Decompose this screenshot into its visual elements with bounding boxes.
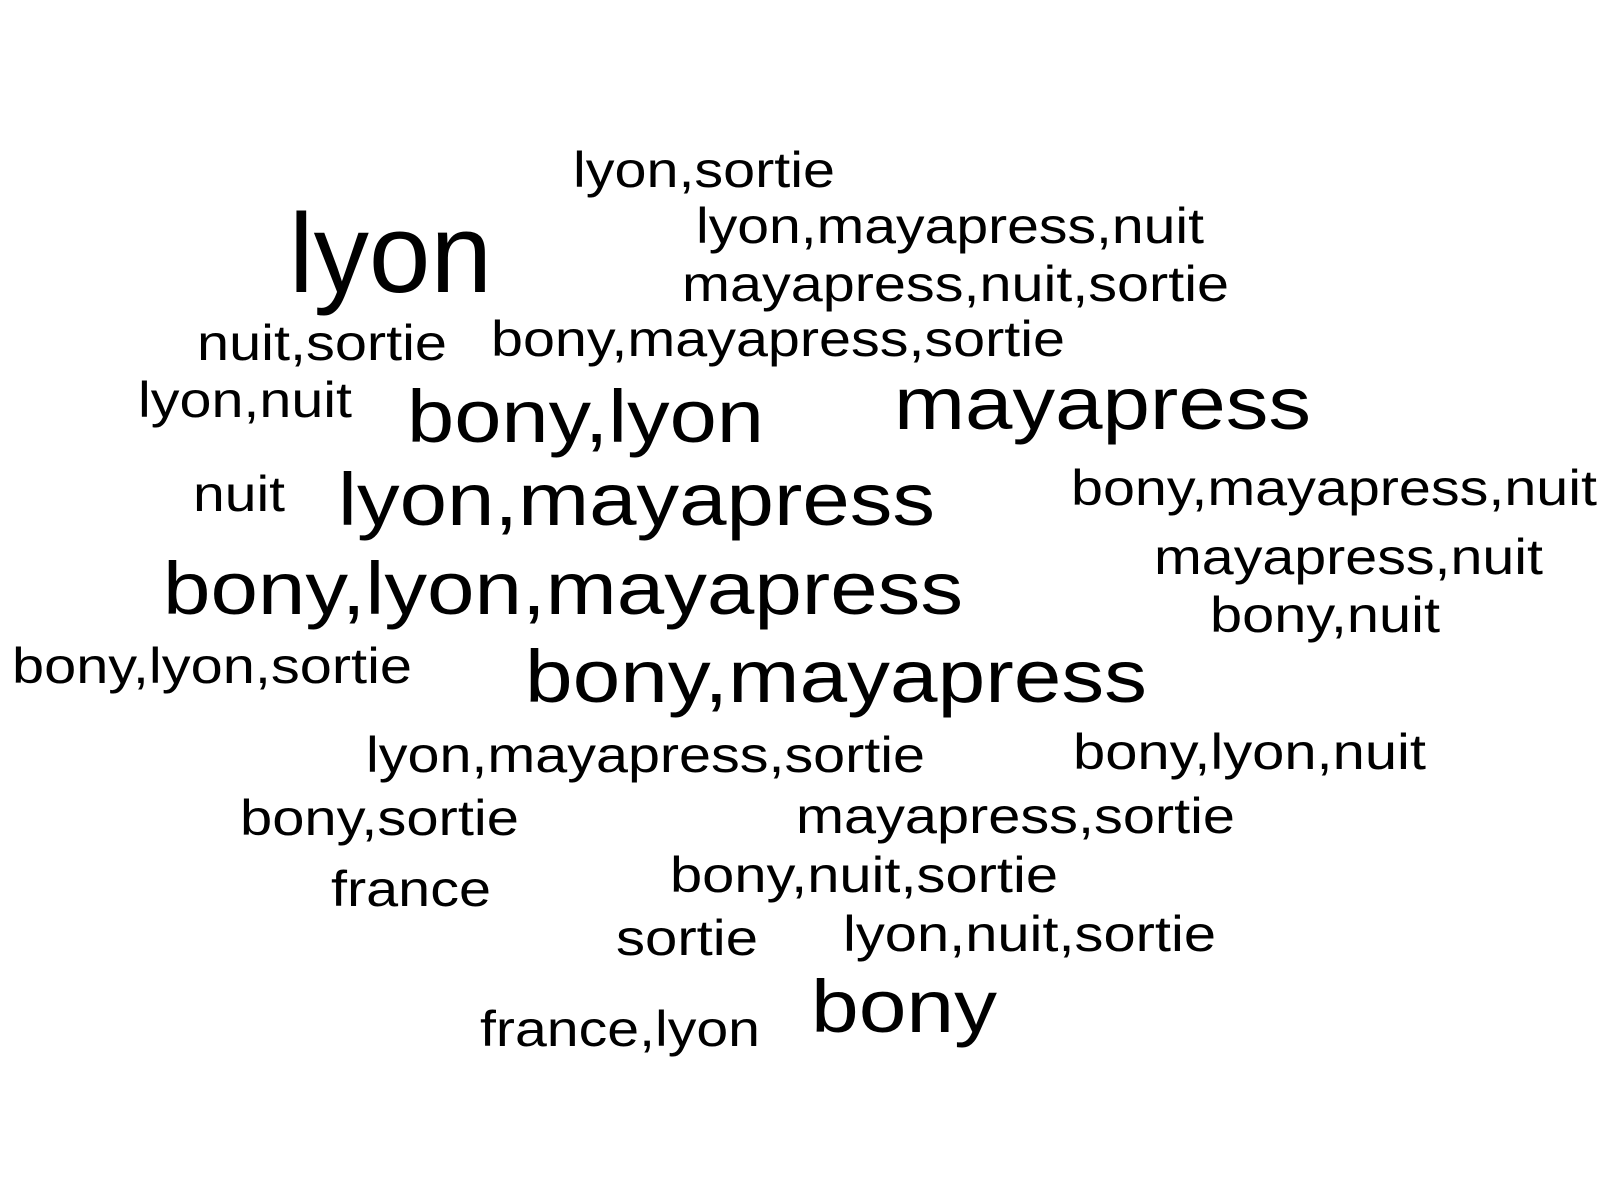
- word-bony: bony: [811, 965, 997, 1048]
- word-lyon-mayapress: lyon,mayapress: [338, 458, 935, 541]
- word-mayapress: mayapress: [894, 362, 1311, 445]
- word-bony-mayapress-nuit: bony,mayapress,nuit: [1071, 460, 1597, 516]
- word-mayapress-nuit-sortie: mayapress,nuit,sortie: [682, 256, 1229, 312]
- word-lyon-nuit-sortie: lyon,nuit,sortie: [843, 906, 1216, 962]
- word-bony-mayapress-sortie: bony,mayapress,sortie: [491, 311, 1065, 367]
- word-france-lyon: france,lyon: [480, 1001, 760, 1057]
- word-nuit-sortie: nuit,sortie: [197, 315, 447, 371]
- word-lyon-mayapress-sortie: lyon,mayapress,sortie: [366, 727, 925, 783]
- word-bony-nuit-sortie: bony,nuit,sortie: [670, 847, 1058, 903]
- word-bony-sortie: bony,sortie: [240, 790, 519, 846]
- word-bony-lyon: bony,lyon: [407, 375, 764, 458]
- word-bony-lyon-mayapress: bony,lyon,mayapress: [163, 547, 963, 630]
- word-mayapress-sortie: mayapress,sortie: [796, 788, 1235, 844]
- word-bony-nuit: bony,nuit: [1210, 587, 1440, 643]
- word-mayapress-nuit: mayapress,nuit: [1154, 529, 1543, 585]
- word-lyon-nuit: lyon,nuit: [138, 372, 352, 428]
- word-france: france: [331, 861, 491, 917]
- word-lyon: lyon: [289, 191, 492, 316]
- word-sortie: sortie: [616, 910, 758, 966]
- word-bony-lyon-sortie: bony,lyon,sortie: [12, 638, 412, 694]
- word-nuit: nuit: [193, 466, 285, 522]
- word-bony-lyon-nuit: bony,lyon,nuit: [1073, 724, 1426, 780]
- word-lyon-mayapress-nuit: lyon,mayapress,nuit: [696, 198, 1204, 254]
- word-bony-mayapress: bony,mayapress: [525, 635, 1147, 718]
- word-lyon-sortie: lyon,sortie: [573, 142, 835, 198]
